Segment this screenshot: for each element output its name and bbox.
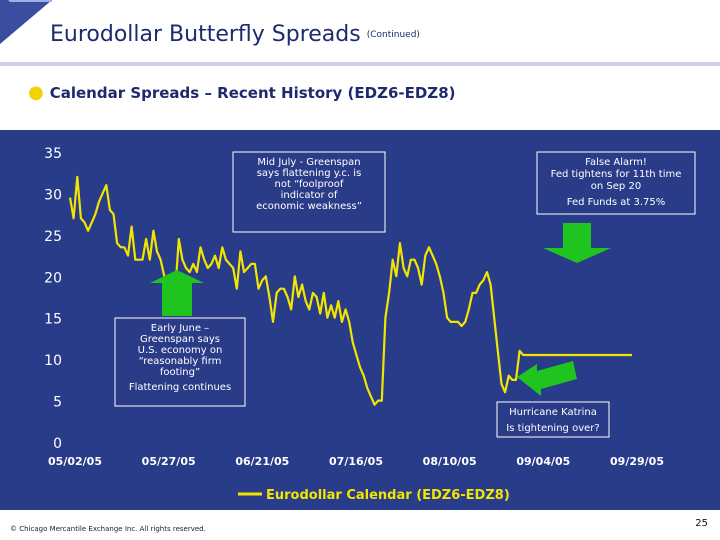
page-number: 25 [695, 518, 708, 529]
x-tick-label: 07/16/05 [329, 455, 383, 468]
annotation-text-early-june: Flattening continues [129, 382, 231, 393]
annotation-text-early-june: Early June – [151, 323, 209, 334]
slide-header: Eurodollar Butterfly Spreads (Continued) [0, 0, 720, 62]
slide-title: Eurodollar Butterfly Spreads (Continued) [50, 22, 420, 47]
chart-container: 0 5 10 15 20 25 30 35 05/02/05 05/27/05 06/21/05 0… [0, 130, 720, 510]
x-tick-label: 05/27/05 [142, 455, 196, 468]
annotation-text-katrina: Is tightening over? [506, 423, 599, 434]
x-tick-label: 05/02/05 [48, 455, 102, 468]
y-tick-label: 30 [44, 187, 62, 203]
left-arrow-icon [517, 361, 577, 396]
legend: Eurodollar Calendar (EDZ6-EDZ8) [238, 488, 510, 503]
down-arrow-icon [543, 223, 611, 263]
y-tick-label: 15 [44, 312, 62, 328]
y-tick-label: 25 [44, 229, 62, 245]
y-tick-label: 5 [53, 395, 62, 411]
bullet-icon: ● [28, 82, 44, 103]
arrows [150, 223, 611, 396]
legend-label: Eurodollar Calendar (EDZ6-EDZ8) [266, 488, 510, 503]
annotation-text-mid-july: says flattening y.c. is [257, 168, 362, 179]
y-tick-label: 10 [44, 353, 62, 369]
annotation-text-early-june: U.S. economy on [138, 345, 223, 356]
up-arrow-icon [150, 270, 204, 316]
x-tick-labels: 05/02/05 05/27/05 06/21/05 07/16/05 08/10/05… [48, 455, 664, 468]
x-tick-label: 09/04/05 [516, 455, 570, 468]
y-tick-labels: 0 5 10 15 20 25 30 35 [44, 146, 62, 452]
title-text: Eurodollar Butterfly Spreads [50, 22, 361, 47]
annotation-box-mid-july [232, 151, 386, 233]
y-tick-label: 0 [53, 436, 62, 452]
annotation-text-katrina: Hurricane Katrina [509, 407, 597, 418]
annotation-text-early-june: Greenspan says [140, 334, 220, 345]
annotation-text-mid-july: indicator of [281, 190, 338, 201]
slide-subtitle: ● Calendar Spreads – Recent History (EDZ6… [28, 82, 455, 103]
title-note: (Continued) [366, 30, 420, 40]
annotation-box-katrina [496, 401, 610, 438]
annotation-box-false-alarm [536, 151, 696, 215]
annotation-text-false-alarm: False Alarm! [585, 157, 647, 168]
copyright-footer: © Chicago Mercantile Exchange Inc. All r… [10, 525, 206, 533]
annotation-text-early-june: “reasonably firm [139, 356, 222, 367]
y-tick-label: 20 [44, 270, 62, 286]
series-lines [68, 175, 632, 406]
corner-decoration [0, 0, 52, 44]
subtitle-text: Calendar Spreads – Recent History (EDZ6-… [49, 84, 456, 102]
y-tick-label: 35 [44, 146, 62, 162]
header-rule [0, 62, 720, 66]
annotation-text-mid-july: not “foolproof [275, 179, 344, 190]
annotation-text-mid-july: economic weakness” [256, 201, 362, 212]
annotation-text-mid-july: Mid July - Greenspan [257, 157, 360, 168]
annotation-text-false-alarm: on Sep 20 [591, 181, 641, 192]
annotation-text-false-alarm: Fed tightens for 11th time [551, 169, 682, 180]
x-tick-label: 09/29/05 [610, 455, 664, 468]
annotation-box-early-june [114, 317, 246, 407]
x-tick-label: 06/21/05 [235, 455, 289, 468]
annotation-text-false-alarm: Fed Funds at 3.75% [567, 197, 666, 208]
annotation-text-early-june: footing” [160, 367, 200, 378]
x-tick-label: 08/10/05 [423, 455, 477, 468]
series-line [68, 175, 632, 406]
